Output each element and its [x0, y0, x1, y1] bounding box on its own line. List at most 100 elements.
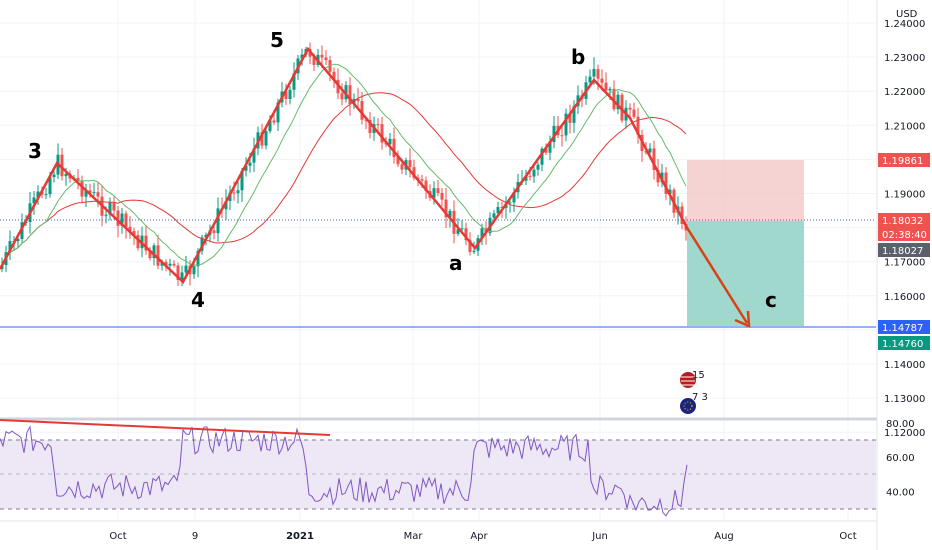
rsi-ticks: 80.00 60.00 40.00: [886, 419, 915, 499]
economic-events[interactable]: 15 7 3: [680, 370, 708, 414]
candle-body: [508, 202, 512, 204]
candle-body: [412, 167, 416, 178]
candle-body: [44, 194, 48, 196]
candle-body: [172, 263, 176, 266]
candle-body: [84, 190, 88, 197]
wave-labels: 3 4 5 a b c: [28, 28, 777, 312]
candle-body: [496, 207, 500, 214]
candle-body: [132, 230, 136, 236]
candle-body: [148, 250, 152, 259]
candle-body: [288, 89, 292, 99]
candle-body: [628, 107, 632, 110]
candle-body: [116, 210, 120, 226]
rsi-line: [0, 425, 688, 517]
wave-label-5: 5: [270, 28, 284, 52]
time-tick-label: Jun: [591, 531, 608, 542]
candle-body: [136, 235, 140, 249]
price-tick-label: 1.23000: [884, 53, 925, 64]
candle-body: [608, 88, 612, 91]
candle-body: [400, 164, 404, 170]
us-flag-icon[interactable]: [680, 372, 696, 388]
candle-body: [344, 85, 348, 100]
candle-body: [436, 188, 440, 193]
candle-body: [396, 157, 400, 165]
candle-body: [128, 226, 132, 231]
candle-body: [168, 263, 172, 266]
candle-body: [464, 228, 468, 241]
candle-body: [300, 54, 304, 59]
price-tick-label: 1.17000: [884, 258, 925, 269]
candle-body: [492, 213, 496, 218]
moving-average-slow: [1, 92, 687, 266]
price-tick-label: 1.24000: [884, 19, 925, 30]
candle-body: [380, 124, 384, 143]
wave-label-3: 3: [28, 139, 42, 163]
candle-body: [552, 125, 556, 143]
wave-label-b: b: [571, 45, 585, 69]
rsi-trendline: [0, 419, 331, 436]
candle-body: [592, 69, 596, 77]
candle-body: [216, 208, 220, 234]
arrow-head: [734, 310, 751, 328]
candle-body: [320, 54, 324, 58]
time-tick-label: 9: [192, 531, 198, 542]
price-tag: [878, 320, 930, 334]
candle-body: [420, 179, 424, 181]
candle-body: [60, 154, 64, 177]
candle-body: [636, 116, 640, 135]
candle-body: [528, 175, 532, 177]
price-tick-label: 1.13000: [884, 394, 925, 405]
candle-body: [196, 250, 200, 267]
candle-body: [440, 192, 444, 200]
candle-body: [348, 85, 352, 104]
candle-body: [644, 151, 648, 153]
candle-body: [604, 82, 608, 91]
candle-body: [152, 245, 156, 259]
candle-body: [64, 173, 68, 177]
time-tick-label: Aug: [714, 531, 734, 542]
wave-label-a: a: [449, 251, 463, 275]
candle-body: [360, 101, 364, 120]
price-axis[interactable]: [877, 0, 932, 550]
candle-body: [176, 265, 180, 281]
candle-body: [444, 199, 448, 218]
candle-body: [532, 169, 536, 177]
wave-path: [0, 46, 688, 285]
candle-body: [616, 94, 620, 110]
candle-body: [36, 191, 40, 198]
moving-average-fast: [1, 63, 687, 266]
candle-body: [260, 132, 264, 146]
candle-body: [632, 109, 636, 117]
candle-body: [424, 180, 428, 192]
candle-body: [588, 76, 592, 83]
candle-body: [224, 200, 228, 210]
candle-body: [524, 175, 528, 181]
candle-body: [48, 177, 52, 195]
rsi-panel: [0, 419, 876, 517]
candle-body: [568, 113, 572, 123]
price-tag: [878, 227, 930, 241]
candle-body: [368, 119, 372, 134]
candle-body: [120, 213, 124, 226]
time-axis[interactable]: Oct 9 2021 Mar Apr Jun Aug Oct: [109, 531, 856, 542]
candle-body: [248, 162, 252, 166]
stop-loss-zone: [687, 160, 804, 221]
price-tag-label: 1.18027: [882, 246, 923, 257]
candle-body: [512, 192, 516, 203]
price-tick-label: 1.12000: [884, 428, 925, 439]
candle-body: [544, 148, 548, 153]
price-tick-label: 1.14000: [884, 360, 925, 371]
candle-body: [620, 94, 624, 121]
price-tick-label: 1.21000: [884, 121, 925, 132]
candle-body: [500, 207, 504, 209]
candle-body: [356, 98, 360, 102]
price-tag-label: 1.14760: [882, 339, 923, 350]
candle-body: [656, 169, 660, 183]
candle-body: [52, 174, 56, 178]
candle-body: [180, 272, 184, 281]
eu-flag-icon[interactable]: [680, 398, 696, 414]
candle-body: [88, 190, 92, 194]
candle-body: [164, 262, 168, 266]
rsi-tick-label: 40.00: [886, 488, 915, 499]
price-tag-label: 1.18032: [882, 216, 923, 227]
